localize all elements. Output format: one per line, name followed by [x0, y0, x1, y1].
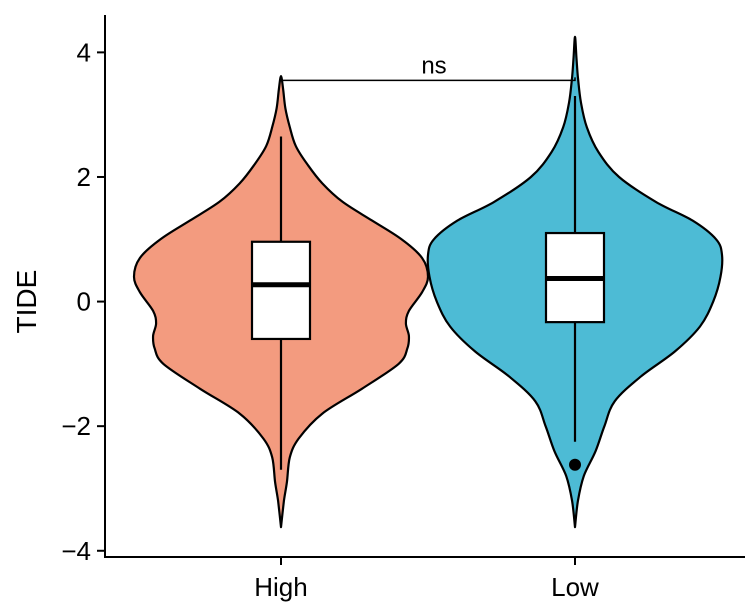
y-tick-label: −4 [61, 536, 91, 566]
y-tick-label: −2 [61, 411, 91, 441]
x-axis-ticks: High Low [254, 557, 599, 602]
box-high [250, 240, 312, 341]
significance-bracket [280, 77, 576, 82]
significance-label: ns [421, 52, 446, 79]
boxplots-layer [250, 95, 606, 471]
outlier-point [569, 458, 581, 471]
x-tick-label: High [254, 572, 307, 602]
y-tick-label: 0 [77, 287, 91, 317]
axes-layer: −4 −2 0 2 4 High Low TIDE [11, 15, 745, 602]
y-axis-title: TIDE [11, 270, 42, 334]
y-axis-ticks: −4 −2 0 2 4 [61, 37, 105, 566]
x-tick-label: Low [551, 572, 599, 602]
significance-annotation: ns [280, 52, 576, 82]
violins-layer [132, 35, 724, 529]
y-tick-label: 2 [77, 162, 91, 192]
y-tick-label: 4 [77, 37, 91, 67]
